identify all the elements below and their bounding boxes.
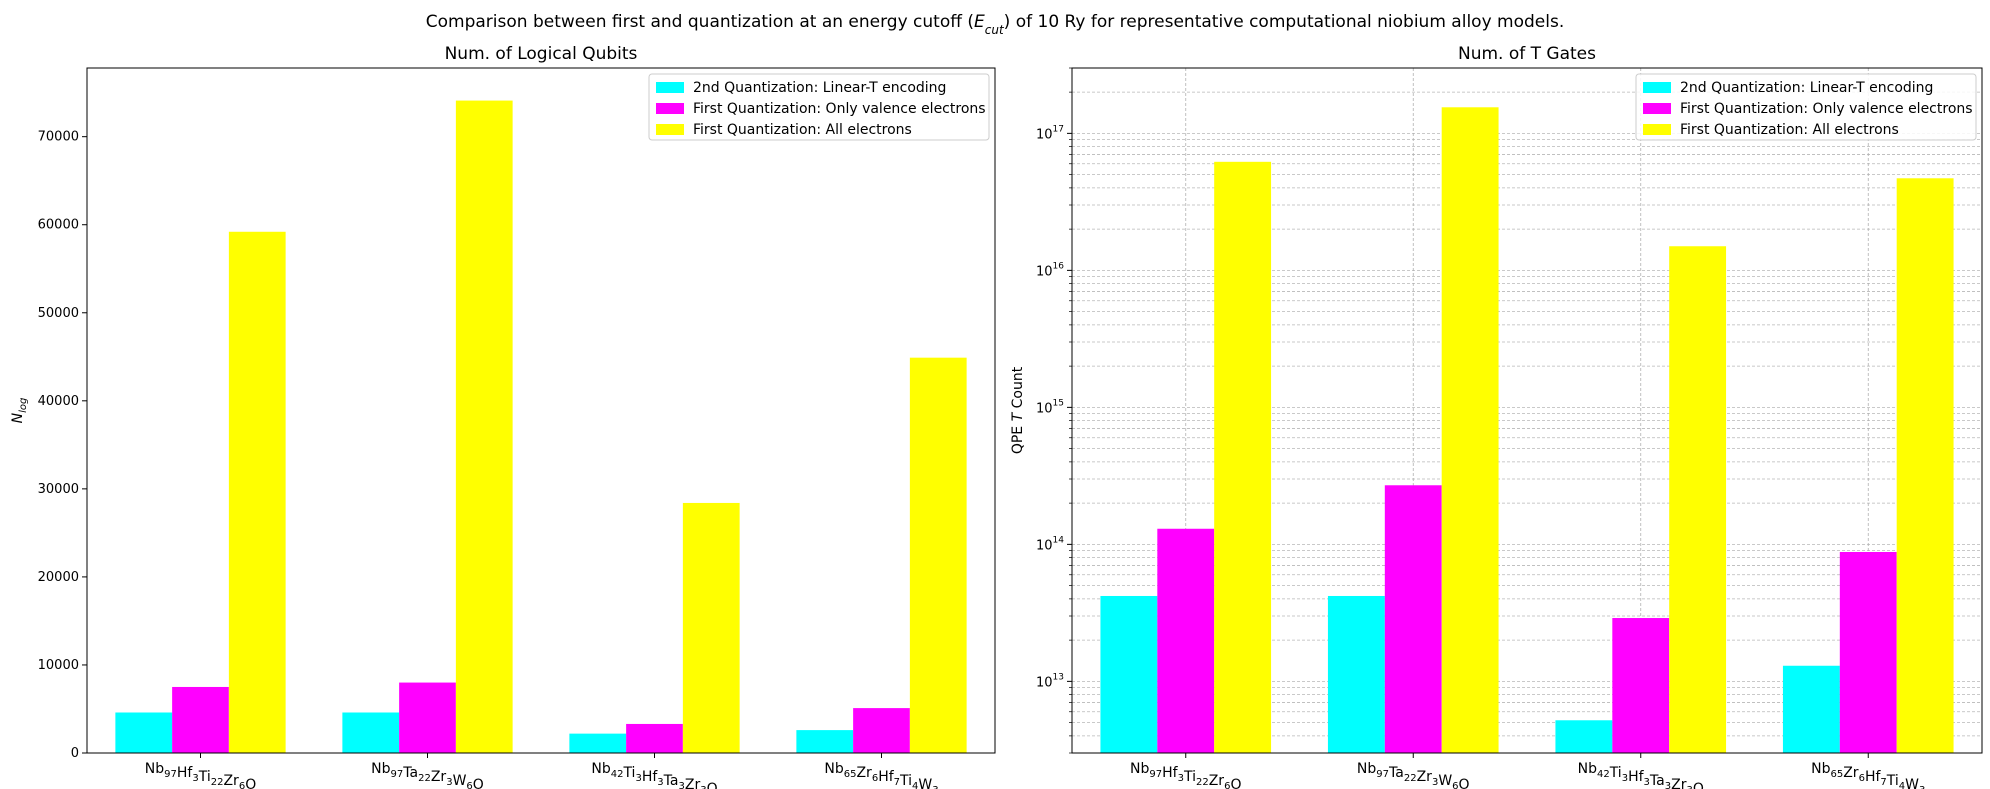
axes-frame [1071,67,1983,754]
bars [115,100,967,754]
y-tick-label: 1016 [1036,261,1064,279]
bar [796,730,854,753]
bar [1327,595,1385,753]
legend-swatch [656,124,684,135]
y-tick-label: 0 [71,746,79,761]
bar [909,357,967,753]
legend-label: First Quantization: Only valence electro… [693,101,986,117]
bar [1669,246,1727,754]
legend: 2nd Quantization: Linear-T encoding First… [648,73,990,141]
panel-title: Num. of T Gates [1458,44,1596,64]
legend-swatch [656,103,684,114]
bar [1555,720,1613,753]
bar [1896,178,1954,753]
y-tick-label: 1015 [1036,398,1064,416]
axes-frame [86,67,996,754]
legend-box [1635,73,1977,141]
legend: 2nd Quantization: Linear-T encoding First… [1635,73,1977,141]
x-tick-label: Nb97Ta22Zr3W6O [1357,761,1470,789]
y-tick-label: 1017 [1036,124,1064,142]
bar [1384,485,1442,753]
bar [853,708,910,753]
x-tick-label: Nb65Zr6Hf7Ti4W3 [1811,761,1925,789]
x-tick-label: Nb97Hf3Ti22Zr6O [145,761,256,789]
legend-swatch [1643,103,1671,114]
bar [172,686,229,753]
bar [626,723,683,753]
chart-t-gates: Num. of T Gates Nb97Hf3Ti22Zr6O Nb97Ta22Zr… [1010,44,1983,789]
bar [1839,551,1897,753]
legend-swatch [1643,124,1671,135]
legend-label: 2nd Quantization: Linear-T encoding [1680,80,1933,96]
y-tick-label: 60000 [38,218,79,233]
y-axis-label: Nlog [10,398,29,424]
legend-label: First Quantization: All electrons [693,122,912,138]
x-tick-label: Nb97Hf3Ti22Zr6O [1130,761,1241,789]
y-tick-label: 1014 [1036,535,1064,553]
y-tick-label: 50000 [38,306,79,321]
bar [569,733,627,753]
bars [1100,107,1954,754]
y-tick-label: 1013 [1036,672,1064,690]
legend-label: First Quantization: Only valence electro… [1680,101,1973,117]
y-tick-label: 10000 [38,658,79,673]
bar [1441,107,1499,754]
bar [1782,665,1840,753]
bar [228,231,286,754]
figure-title: Comparison between first and quantizatio… [426,12,1564,37]
y-tick-label: 20000 [38,570,79,585]
y-tick-label: 70000 [38,130,79,145]
legend-label: 2nd Quantization: Linear-T encoding [693,80,946,96]
panel-title: Num. of Logical Qubits [445,44,638,64]
bar [455,100,513,753]
bar [342,712,400,753]
legend-swatch [656,82,684,93]
legend-box [648,73,990,141]
bar [682,502,740,753]
x-tick-label: Nb42Ti3Hf3Ta3Zr3O [591,761,717,789]
bar [1100,595,1158,753]
bar [1612,618,1670,753]
y-axis-label: QPE T Count [1010,366,1026,454]
legend-label: First Quantization: All electrons [1680,122,1899,138]
x-tick-label: Nb97Ta22Zr3W6O [371,761,484,789]
legend-swatch [1643,82,1671,93]
bar [115,712,173,753]
x-tick-label: Nb42Ti3Hf3Ta3Zr3O [1578,761,1704,789]
y-tick-label: 30000 [38,482,79,497]
x-tick-label: Nb65Zr6Hf7Ti4W3 [824,761,938,789]
y-tick-label: 40000 [38,394,79,409]
bar [399,682,456,753]
bar [1157,528,1215,753]
chart-logical-qubits: Num. of Logical Qubits Nb97Hf3Ti22Zr6O Nb9… [10,44,996,789]
bar [1214,161,1272,753]
